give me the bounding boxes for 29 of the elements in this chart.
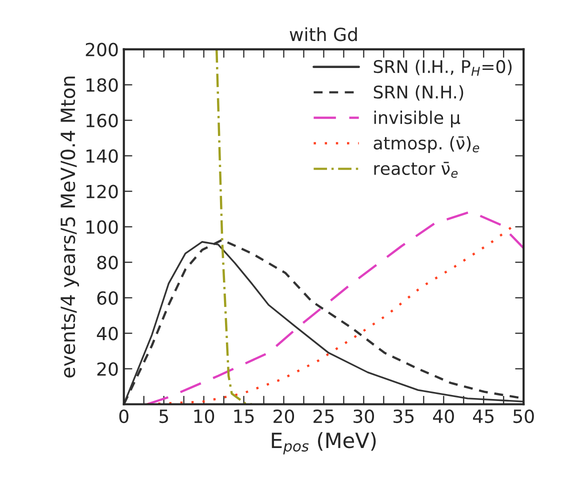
legend-label: reactor ν̄$_{e}$ <box>374 162 458 178</box>
y-tick-label: 180 <box>86 78 118 92</box>
y-tick-label: 120 <box>86 184 118 198</box>
x-tick-label: 15 <box>234 410 254 424</box>
x-tick-label: 0 <box>119 409 128 424</box>
x-tick-label: 30 <box>354 409 374 424</box>
x-tick-label: 35 <box>394 409 414 424</box>
legend-label: invisible μ <box>374 110 460 128</box>
y-tick-label: 60 <box>97 291 118 305</box>
x-tick-label: 45 <box>473 410 494 424</box>
y-tick-label: 160 <box>86 114 118 128</box>
legend-label: SRN (N.H.) <box>374 85 464 101</box>
x-tick-label: 5 <box>159 410 168 424</box>
x-tick-label: 25 <box>314 409 334 424</box>
legend-label: SRN (I.H., P$_{H}$=0) <box>374 60 512 76</box>
y-tick-label: 100 <box>86 220 118 234</box>
x-tick-label: 10 <box>194 409 214 424</box>
x-tick-label: 50 <box>513 409 534 424</box>
y-tick-label: 20 <box>97 362 118 376</box>
x-tick-label: 40 <box>433 409 454 424</box>
legend-label: atmosp. (ν̄)$_{e}$ <box>374 136 480 153</box>
y-tick-label: 200 <box>86 42 118 56</box>
x-tick-label: 20 <box>274 409 294 424</box>
y-tick-label: 40 <box>96 326 118 340</box>
chart-title: with Gd <box>290 27 357 42</box>
y-axis-title: events/4 years/5 MeV/0.4 Mton <box>60 76 79 378</box>
y-tick-label: 140 <box>86 149 118 163</box>
y-tick-label: 80 <box>97 256 118 270</box>
x-axis-title: E$_{pos}$ (MeV) <box>272 432 376 454</box>
